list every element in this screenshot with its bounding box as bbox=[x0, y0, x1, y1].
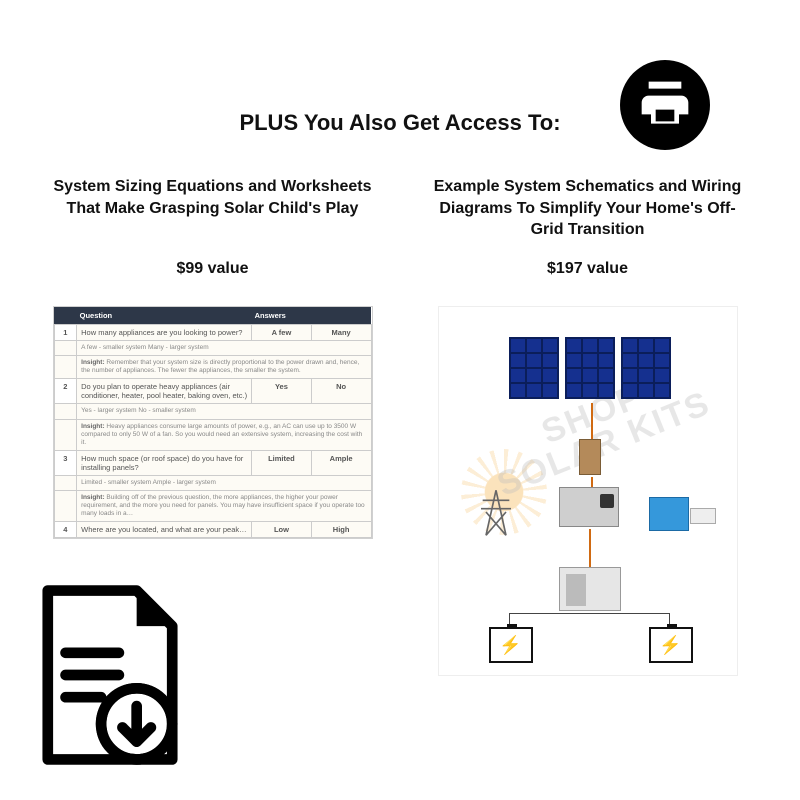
solar-panel-array bbox=[509, 337, 671, 399]
worksheet-thumbnail: Question Answers 1 How many appliances a… bbox=[40, 306, 385, 539]
col-header-question: Question bbox=[77, 307, 252, 325]
bonus-title: System Sizing Equations and Worksheets T… bbox=[40, 176, 385, 246]
bonus-value: $99 value bbox=[40, 260, 385, 278]
bonus-column-schematics: Example System Schematics and Wiring Dia… bbox=[415, 176, 760, 676]
table-row: 1 How many appliances are you looking to… bbox=[54, 325, 371, 341]
breaker-panel-icon bbox=[559, 567, 621, 611]
page: PLUS You Also Get Access To: System Sizi… bbox=[0, 0, 800, 800]
col-header-blank bbox=[54, 307, 77, 325]
utility-tower-icon bbox=[479, 487, 513, 537]
battery-icon: ⚡ bbox=[489, 627, 533, 663]
col-header-answers: Answers bbox=[252, 307, 371, 325]
schematic-thumbnail: SHOP SOLAR KITS bbox=[415, 306, 760, 676]
bonus-value: $197 value bbox=[415, 260, 760, 278]
combiner-box-icon bbox=[579, 439, 601, 475]
printer-icon bbox=[620, 60, 710, 150]
wire bbox=[591, 403, 593, 439]
meter-icon bbox=[649, 497, 689, 531]
table-row: 4 Where are you located, and what are yo… bbox=[54, 522, 371, 538]
inverter-icon bbox=[559, 487, 619, 527]
table-row: 2 Do you plan to operate heavy appliance… bbox=[54, 379, 371, 404]
file-download-icon bbox=[30, 580, 190, 770]
wire bbox=[509, 613, 669, 614]
battery-icon: ⚡ bbox=[649, 627, 693, 663]
table-row: 3 How much space (or roof space) do you … bbox=[54, 450, 371, 475]
bonus-title: Example System Schematics and Wiring Dia… bbox=[415, 176, 760, 246]
wire bbox=[589, 529, 591, 569]
